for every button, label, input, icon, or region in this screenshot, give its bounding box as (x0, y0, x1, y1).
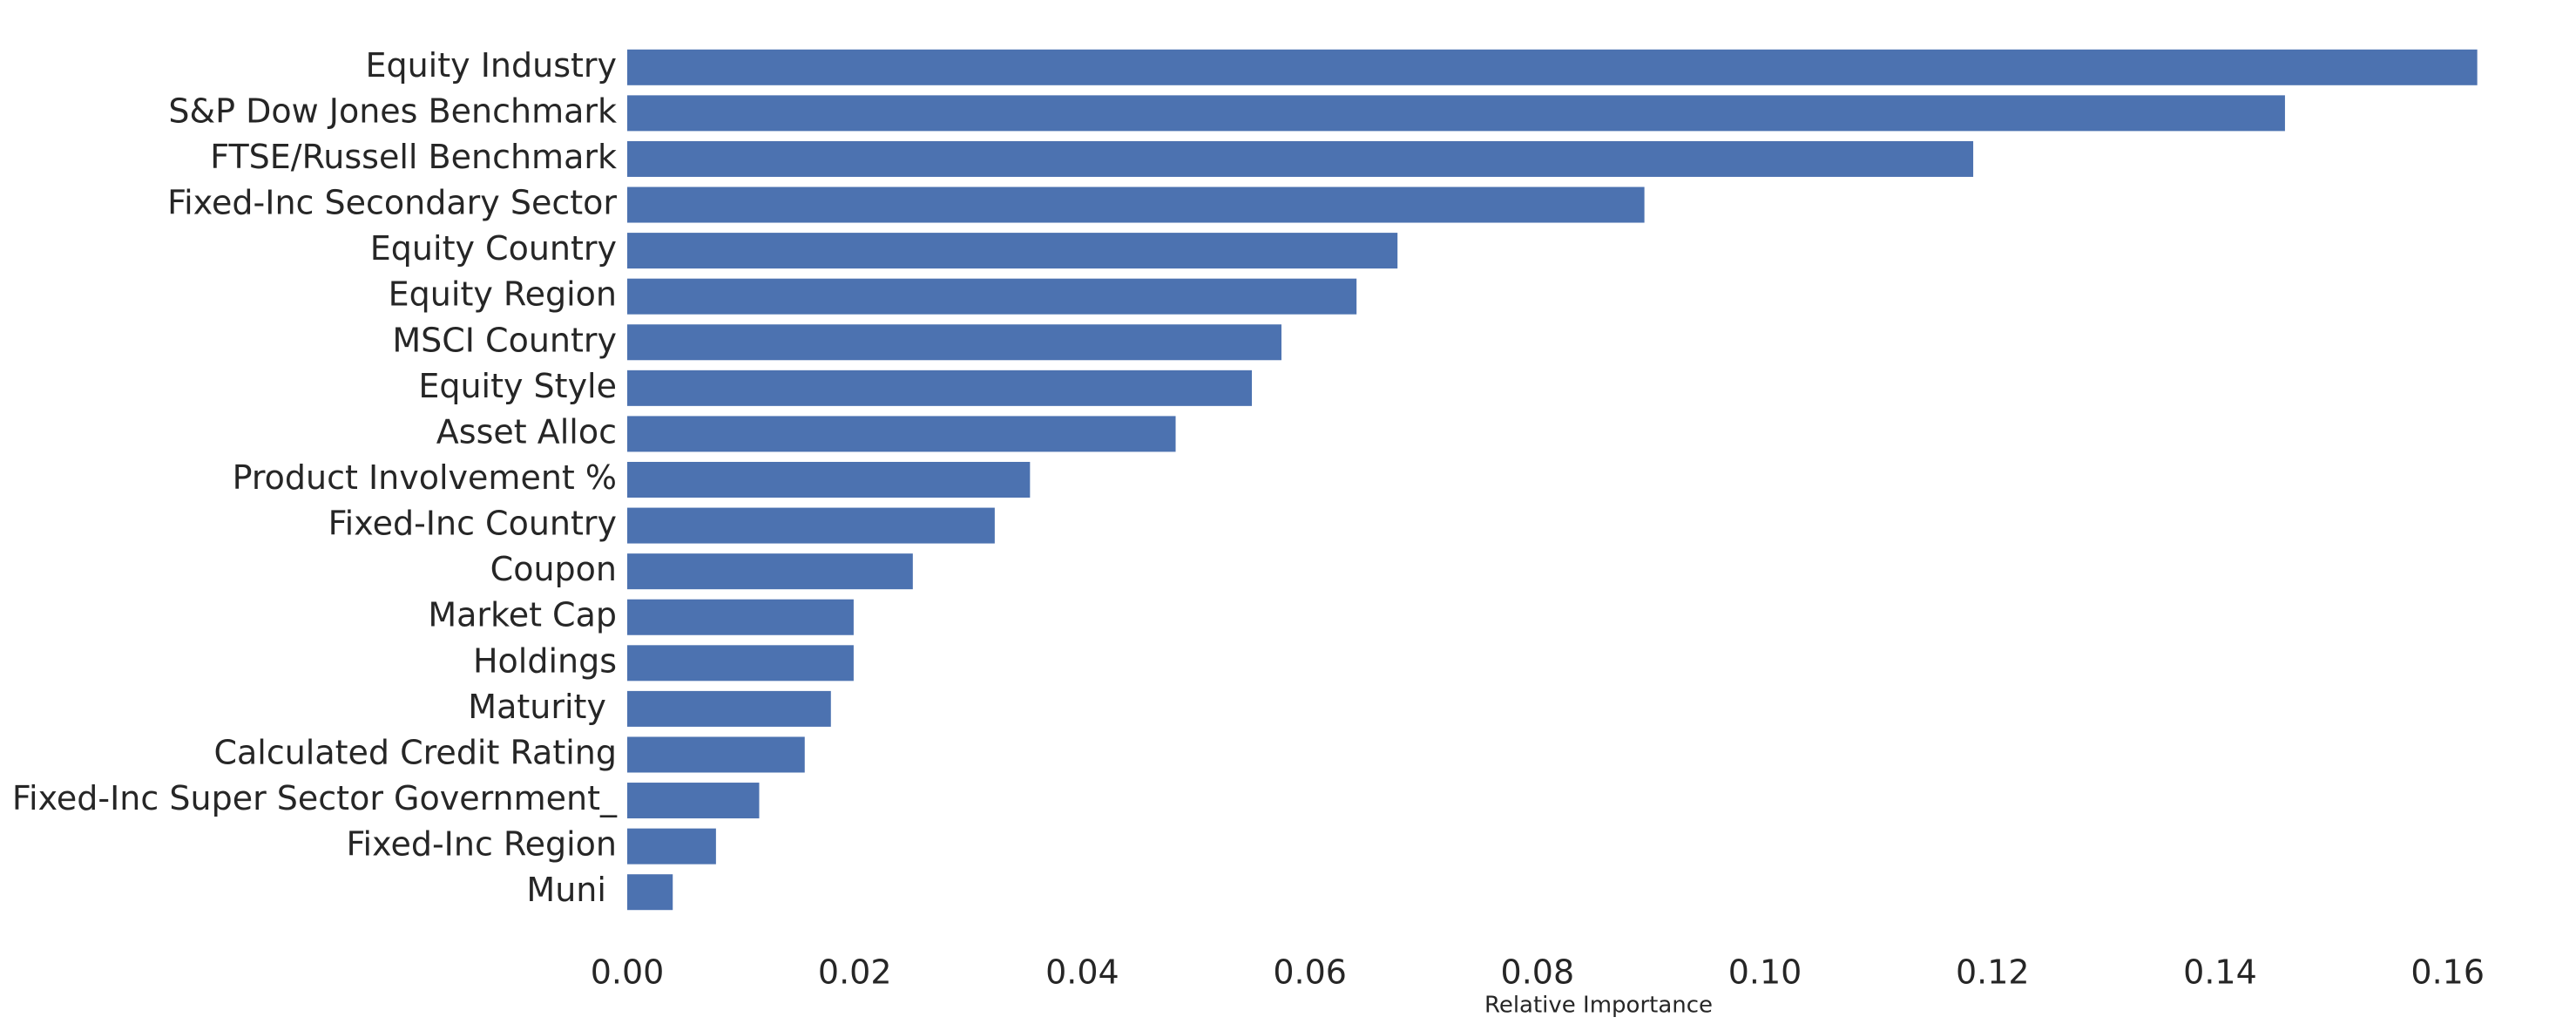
bar (627, 233, 1398, 269)
x-tick-label: 0.10 (1728, 953, 1802, 992)
bar (627, 140, 1974, 177)
y-tick-label: Equity Country (370, 229, 617, 268)
y-tick-label: Product Involvement % (233, 458, 617, 497)
y-tick-label: Muni (526, 871, 617, 909)
y-tick-label: S&P Dow Jones Benchmark (168, 92, 617, 130)
bar (627, 783, 760, 819)
y-tick-label: Asset Alloc (436, 412, 617, 451)
bar (627, 507, 995, 544)
x-tick-label: 0.06 (1273, 953, 1347, 992)
y-tick-label: Equity Region (389, 275, 617, 314)
x-tick-label: 0.00 (591, 953, 665, 992)
y-tick-label: Fixed-Inc Super Sector Government_ (12, 779, 618, 817)
y-tick-label: Market Cap (428, 596, 617, 634)
y-tick-label: MSCI Country (392, 321, 617, 359)
x-tick-label: 0.12 (1956, 953, 2030, 992)
bar (627, 186, 1645, 223)
bar (627, 828, 716, 865)
y-tick-label: Fixed-Inc Country (328, 505, 617, 543)
y-tick-label: FTSE/Russell Benchmark (210, 138, 617, 176)
bar (627, 95, 2285, 132)
bar (627, 324, 1281, 361)
bar (627, 553, 913, 590)
x-tick-label: 0.14 (2183, 953, 2257, 992)
bar (627, 278, 1357, 315)
bar (627, 736, 805, 773)
bar (627, 370, 1253, 406)
x-axis-label: Relative Importance (1484, 993, 1713, 1019)
y-tick-label: Fixed-Inc Secondary Sector (167, 184, 617, 222)
y-tick-label: Holdings (473, 641, 617, 680)
bar (627, 461, 1031, 498)
x-tick-label: 0.02 (818, 953, 892, 992)
y-tick-label: Maturity (468, 688, 617, 726)
bar (627, 690, 831, 727)
bar (627, 49, 2478, 85)
y-tick-label: Calculated Credit Rating (213, 733, 617, 771)
y-tick-label: Fixed-Inc Region (346, 825, 617, 864)
x-tick-label: 0.08 (1501, 953, 1575, 992)
bar (627, 416, 1176, 452)
y-tick-label: Coupon (490, 550, 617, 588)
bar (627, 599, 854, 635)
bar (627, 874, 673, 911)
bar (627, 645, 854, 682)
x-tick-label: 0.16 (2410, 953, 2485, 992)
x-tick-label: 0.04 (1045, 953, 1119, 992)
y-tick-label: Equity Industry (365, 46, 617, 85)
y-tick-label: Equity Style (418, 367, 617, 405)
